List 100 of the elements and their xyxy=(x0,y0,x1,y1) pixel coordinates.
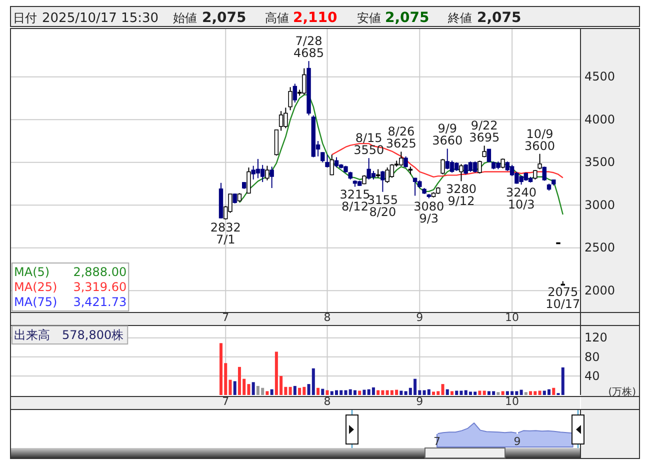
candlestick xyxy=(288,86,292,111)
candlestick xyxy=(330,154,334,176)
annotation: 3660 xyxy=(432,134,463,148)
bar xyxy=(362,390,366,395)
annotation: 8/26 xyxy=(388,124,415,139)
annotation: 9/9 xyxy=(438,122,458,136)
x-tick-label: 10 xyxy=(505,310,520,324)
bar xyxy=(326,390,329,395)
bar xyxy=(266,391,269,395)
annotation: 8/12 xyxy=(342,200,368,214)
bar xyxy=(478,390,482,395)
candlestick xyxy=(542,166,546,182)
bar xyxy=(538,390,542,395)
annotation: 8/15 xyxy=(355,131,382,146)
bar xyxy=(524,392,528,395)
annotation: 2832 xyxy=(210,220,241,234)
annotation: 3550 xyxy=(354,143,384,158)
annotation: 9/3 xyxy=(419,211,439,226)
bar xyxy=(441,384,444,395)
bar xyxy=(353,390,356,395)
x-tick-label: 10 xyxy=(505,394,520,408)
bar xyxy=(552,388,556,395)
y-axis-title: (万株) xyxy=(608,386,636,398)
annotation: 8/20 xyxy=(369,204,396,219)
bar xyxy=(358,390,362,395)
bar xyxy=(400,390,403,395)
candlestick xyxy=(486,148,492,163)
text: 始値 xyxy=(173,11,197,25)
text: 2,075 xyxy=(202,10,246,26)
bar xyxy=(270,389,274,395)
bar xyxy=(376,390,380,395)
x-tick-label: 9 xyxy=(416,310,424,324)
candlestick xyxy=(292,83,298,104)
text: 安値 xyxy=(357,11,381,25)
candlestick xyxy=(232,193,237,204)
x-tick-label: 7 xyxy=(434,435,440,448)
bar xyxy=(288,386,292,395)
annotation: 9/22 xyxy=(470,118,498,133)
text: 終値 xyxy=(447,11,472,25)
y-tick-label: 120 xyxy=(584,330,608,345)
bar xyxy=(529,391,532,395)
annotation: 3080 xyxy=(414,199,444,214)
y-tick-label: 4500 xyxy=(584,70,616,84)
text: 日付 xyxy=(13,11,37,25)
annotation: 3215 xyxy=(340,188,370,202)
bar xyxy=(520,390,523,395)
bar xyxy=(321,388,324,395)
annotation: 10/3 xyxy=(508,198,535,212)
annotation: 7/28 xyxy=(295,34,322,48)
candlestick xyxy=(265,165,270,181)
bar xyxy=(501,391,504,395)
text: MA(25) 3,319.60 xyxy=(14,280,127,294)
bar xyxy=(372,387,375,395)
bar xyxy=(496,392,500,395)
annotation: 3625 xyxy=(386,136,416,151)
candlestick xyxy=(320,152,325,163)
candlestick xyxy=(334,156,339,168)
candlestick xyxy=(533,170,538,180)
bar xyxy=(432,392,436,395)
x-tick-label: 9 xyxy=(416,394,424,408)
bar xyxy=(455,390,458,395)
text: 2,075 xyxy=(385,10,430,26)
y-tick-label: 4000 xyxy=(584,112,616,126)
x-tick-label: 7 xyxy=(222,394,230,408)
candlestick xyxy=(260,164,265,183)
text: MA(5) 2,888.00 xyxy=(14,265,127,279)
text: 2,110 xyxy=(293,10,338,26)
bar xyxy=(427,389,430,395)
candlestick xyxy=(246,167,251,194)
bar xyxy=(482,390,486,395)
annotation: 10/9 xyxy=(526,126,554,141)
candlestick xyxy=(380,170,385,192)
candlestick xyxy=(450,160,454,174)
bar xyxy=(233,381,236,395)
bar xyxy=(450,391,454,395)
candlestick xyxy=(459,164,464,182)
candlestick xyxy=(325,154,330,168)
candlestick xyxy=(468,161,473,172)
x-tick-label: 7 xyxy=(222,310,230,324)
y-tick-label: 40 xyxy=(584,368,600,383)
text: 2025/10/17 15:30 xyxy=(42,11,159,26)
x-tick-label: 8 xyxy=(324,394,331,408)
y-tick-label: 3500 xyxy=(584,155,616,170)
bar xyxy=(561,367,564,395)
candlestick xyxy=(440,158,445,175)
y-tick-label: 2500 xyxy=(584,240,616,255)
annotation: 3280 xyxy=(446,182,477,196)
annotation: 3600 xyxy=(524,138,556,153)
bar xyxy=(312,368,315,395)
bar xyxy=(446,389,449,395)
text: 高値 xyxy=(265,11,289,25)
y-tick-label: 3000 xyxy=(584,198,616,212)
candlestick xyxy=(500,158,505,169)
y-tick-label: 2000 xyxy=(584,283,616,298)
bar xyxy=(316,388,320,395)
text: 2,075 xyxy=(477,10,522,26)
candlestick xyxy=(478,160,482,174)
y-tick-label: 80 xyxy=(584,350,600,364)
annotation: 10/17 xyxy=(546,297,580,312)
x-tick-label: 9 xyxy=(514,435,521,448)
